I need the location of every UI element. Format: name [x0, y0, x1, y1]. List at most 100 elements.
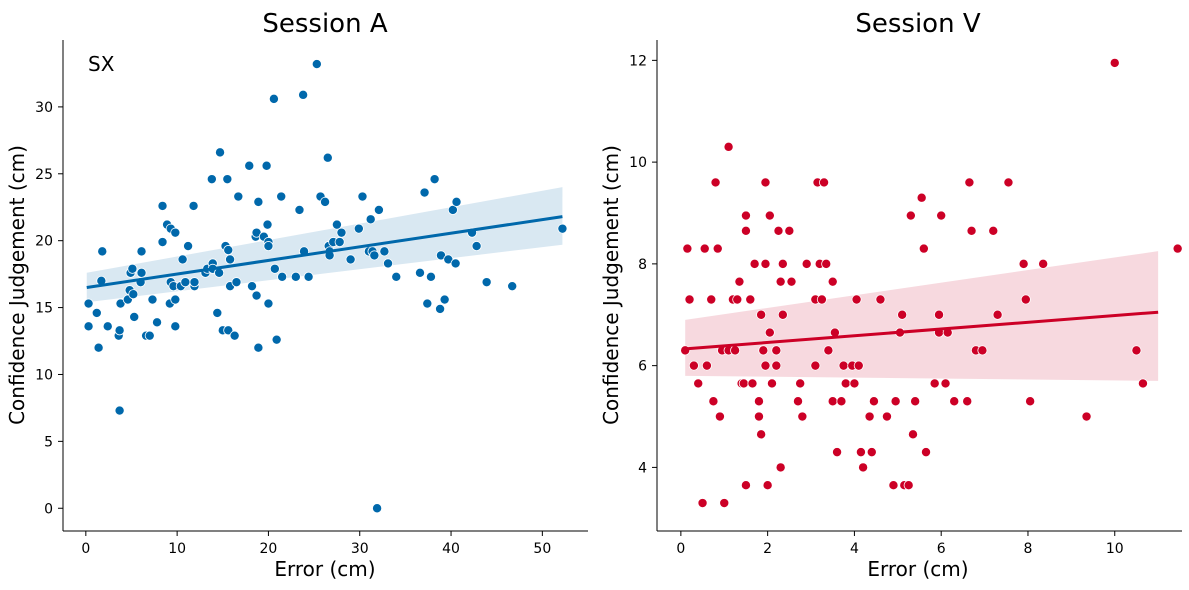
data-point	[222, 174, 233, 185]
data-point	[391, 271, 402, 282]
data-point	[918, 243, 929, 254]
data-point	[233, 191, 244, 202]
data-point	[760, 360, 771, 371]
data-point	[827, 276, 838, 287]
data-point	[764, 327, 775, 338]
data-point	[144, 330, 155, 341]
y-tick-label: 5	[44, 434, 53, 450]
data-point	[353, 223, 364, 234]
data-point	[97, 246, 108, 257]
data-point	[929, 378, 940, 389]
x-ticks: 0 2 4 6 8 10	[676, 531, 1124, 557]
data-point	[170, 294, 181, 305]
data-point	[910, 396, 921, 407]
data-point	[771, 360, 782, 371]
data-point	[1172, 243, 1183, 254]
x-tick-label: 0	[676, 541, 685, 557]
data-point	[962, 396, 973, 407]
fit-line	[685, 310, 1159, 351]
data-point	[365, 214, 376, 225]
chart-title: Session V	[855, 9, 980, 39]
data-point	[777, 309, 788, 320]
y-tick-label: 4	[638, 460, 647, 476]
data-point	[719, 498, 730, 509]
y-tick-label: 15	[35, 301, 53, 317]
data-point	[801, 258, 812, 269]
data-point	[821, 258, 832, 269]
data-point	[762, 480, 773, 491]
y-tick-label: 0	[44, 501, 53, 517]
data-point	[838, 360, 849, 371]
data-point	[223, 245, 234, 256]
data-point	[188, 200, 199, 211]
data-point	[784, 225, 795, 236]
y-tick-label: 30	[35, 100, 53, 116]
data-point	[888, 480, 899, 491]
data-point	[786, 276, 797, 287]
data-point	[253, 196, 264, 207]
data-point	[212, 307, 223, 318]
data-point	[136, 267, 147, 278]
data-point	[170, 321, 181, 332]
data-point	[734, 276, 745, 287]
y-tick-label: 6	[638, 359, 647, 375]
data-point	[261, 160, 272, 171]
y-ticks: 4 6 8 10 12	[629, 53, 657, 476]
data-point	[934, 309, 945, 320]
regression-line	[86, 215, 563, 289]
x-tick-label: 6	[937, 541, 946, 557]
data-point	[481, 277, 492, 288]
x-tick-label: 20	[260, 541, 278, 557]
data-point	[921, 447, 932, 458]
x-tick-label: 30	[351, 541, 369, 557]
data-point	[697, 498, 708, 509]
confidence-band	[685, 251, 1159, 381]
data-point	[114, 325, 125, 336]
data-point	[708, 396, 719, 407]
x-tick-label: 10	[1106, 541, 1124, 557]
data-point	[706, 294, 717, 305]
data-point	[949, 396, 960, 407]
data-point	[229, 330, 240, 341]
data-point	[147, 294, 158, 305]
data-point	[701, 360, 712, 371]
data-point	[262, 219, 273, 230]
data-point	[93, 342, 104, 353]
data-point	[832, 447, 843, 458]
data-point	[1018, 258, 1029, 269]
data-point	[756, 309, 767, 320]
data-point	[693, 378, 704, 389]
data-point	[775, 462, 786, 473]
data-point	[127, 263, 138, 274]
data-point	[1025, 396, 1036, 407]
data-point	[714, 411, 725, 422]
data-point	[383, 258, 394, 269]
y-ticks: 0 5 10 15 20 25 30	[35, 100, 63, 517]
data-point	[710, 177, 721, 188]
data-point	[435, 303, 446, 314]
data-point	[712, 243, 723, 254]
data-point	[246, 281, 257, 292]
data-point	[853, 360, 864, 371]
data-point	[760, 177, 771, 188]
data-point	[294, 204, 305, 215]
data-point	[419, 187, 430, 198]
data-point	[1137, 378, 1148, 389]
data-point	[966, 225, 977, 236]
data-point	[758, 345, 769, 356]
data-point	[557, 223, 568, 234]
data-point	[429, 174, 440, 185]
data-point	[345, 254, 356, 265]
x-axis-label: Error (cm)	[274, 557, 375, 581]
data-point	[303, 271, 314, 282]
x-tick-label: 8	[1024, 541, 1033, 557]
data-point	[1131, 345, 1142, 356]
data-point	[1109, 57, 1120, 68]
data-point	[225, 254, 236, 265]
ci-band-area	[685, 251, 1159, 381]
data-point	[760, 258, 771, 269]
x-ticks: 0 10 20 30 40 50	[81, 531, 551, 557]
y-axis-label: Confidence Judgement (cm)	[5, 145, 29, 425]
data-point	[756, 429, 767, 440]
regression-line	[685, 310, 1159, 351]
